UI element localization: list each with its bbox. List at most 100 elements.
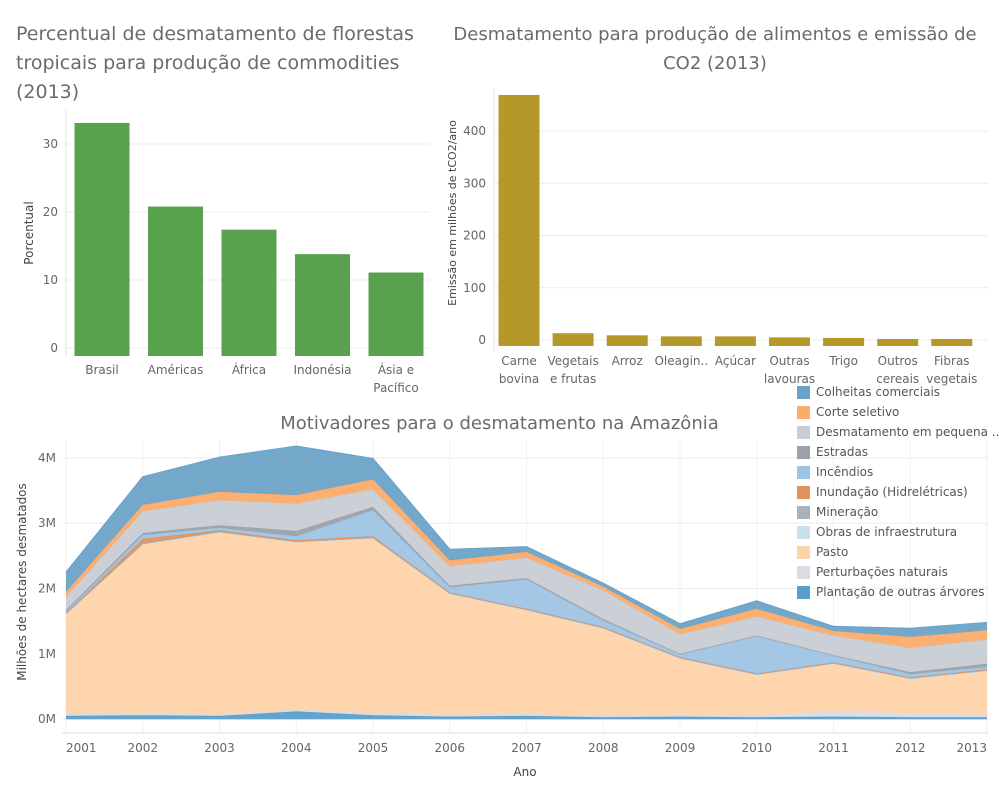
chart1-y-tick-label: 20 bbox=[43, 205, 58, 219]
chart3-y-tick-label: 0M bbox=[38, 712, 56, 726]
legend-label: Plantação de outras árvores bbox=[816, 585, 985, 599]
legend-swatch bbox=[797, 425, 810, 439]
legend-item[interactable]: Perturbações naturais bbox=[797, 562, 997, 582]
chart1-bar-0 bbox=[74, 122, 130, 356]
area-chart-legend[interactable]: Colheitas comerciais Corte seletivo Desmat… bbox=[797, 382, 999, 602]
chart1-y-axis-label: Porcentual bbox=[22, 201, 36, 264]
chart2-bar-5 bbox=[769, 337, 810, 346]
chart3-x-tick-label: 2003 bbox=[204, 741, 235, 755]
chart3-area-1 bbox=[66, 709, 987, 718]
chart2-bar-4 bbox=[714, 336, 756, 346]
legend-label: Pasto bbox=[816, 545, 849, 559]
legend-label: Inundação (Hidrelétricas) bbox=[816, 485, 968, 499]
legend-swatch bbox=[797, 405, 810, 419]
legend-label: Perturbações naturais bbox=[816, 565, 948, 579]
legend-item[interactable]: Plantação de outras árvores bbox=[797, 582, 997, 602]
chart1-bar-4 bbox=[368, 272, 424, 356]
chart3-x-tick-label: 2011 bbox=[818, 741, 849, 755]
chart1-x-tick-label: Indonésia bbox=[293, 363, 351, 377]
chart3-y-axis-label: Milhões de hectares desmatados bbox=[15, 483, 29, 681]
chart2-x-tick-label: Outros bbox=[878, 354, 918, 368]
legend-swatch bbox=[797, 505, 810, 519]
legend-item[interactable]: Mineração bbox=[797, 502, 997, 522]
chart1-title: Percentual de desmatamento de florestas … bbox=[16, 23, 414, 103]
chart3-area-2 bbox=[66, 533, 987, 716]
legend-swatch bbox=[797, 565, 810, 579]
legend-item[interactable]: Obras de infraestrutura bbox=[797, 522, 997, 542]
chart2-y-tick-label: 200 bbox=[463, 229, 486, 243]
chart1-y-tick-label: 10 bbox=[43, 273, 58, 287]
chart2-title: Desmatamento para produção de alimentos … bbox=[453, 24, 977, 74]
legend-label: Colheitas comerciais bbox=[816, 385, 941, 399]
legend-item[interactable]: Incêndios bbox=[797, 462, 997, 482]
chart2-x-tick-label: e frutas bbox=[550, 372, 596, 386]
legend-label: Corte seletivo bbox=[816, 405, 900, 419]
chart3-x-tick-label: 2001 bbox=[66, 741, 97, 755]
legend-swatch bbox=[797, 445, 810, 459]
chart3-x-tick-label: 2002 bbox=[127, 741, 158, 755]
chart2-bar-2 bbox=[606, 335, 648, 346]
legend-item[interactable]: Pasto bbox=[797, 542, 997, 562]
chart2-x-tick-label: lavouras bbox=[764, 372, 815, 386]
chart2-x-tick-label: cereais bbox=[876, 372, 919, 386]
chart1-x-tick-label: Brasil bbox=[85, 363, 118, 377]
chart2-x-tick-label: bovina bbox=[499, 372, 539, 386]
chart1-x-tick-label: Pacífico bbox=[373, 381, 418, 395]
chart2-bar-0 bbox=[498, 94, 540, 346]
chart1-x-tick-label: África bbox=[232, 362, 266, 377]
chart1-x-tick-label: Américas bbox=[148, 363, 204, 377]
chart2-y-tick-label: 400 bbox=[463, 124, 486, 138]
legend-swatch bbox=[797, 465, 810, 479]
chart2-x-tick-label: Carne bbox=[501, 354, 536, 368]
chart3-y-tick-label: 3M bbox=[38, 516, 56, 530]
legend-label: Desmatamento em pequena .. bbox=[816, 425, 999, 439]
chart3-area-line-10 bbox=[65, 445, 988, 630]
legend-swatch bbox=[797, 545, 810, 559]
legend-label: Mineração bbox=[816, 505, 879, 519]
chart2-x-tick-label: Fibras bbox=[934, 354, 970, 368]
chart3-x-tick-label: 2009 bbox=[665, 741, 696, 755]
legend-label: Estradas bbox=[816, 445, 869, 459]
legend-swatch bbox=[797, 485, 810, 499]
chart2-bar-1 bbox=[552, 333, 594, 346]
legend-swatch bbox=[797, 585, 810, 599]
chart3-x-tick-label: 2005 bbox=[358, 741, 389, 755]
chart3-x-axis-label: Ano bbox=[513, 765, 536, 779]
chart3-x-tick-label: 2008 bbox=[588, 741, 619, 755]
chart3-y-tick-label: 4M bbox=[38, 451, 56, 465]
legend-label: Obras de infraestrutura bbox=[816, 525, 958, 539]
legend-label: Incêndios bbox=[816, 465, 874, 479]
chart3-x-tick-label: 2010 bbox=[741, 741, 772, 755]
chart3-y-tick-label: 1M bbox=[38, 647, 56, 661]
chart2-y-tick-label: 300 bbox=[463, 176, 486, 190]
chart1-y-tick-label: 30 bbox=[43, 137, 58, 151]
chart3-area-6 bbox=[66, 510, 987, 678]
legend-item[interactable]: Corte seletivo bbox=[797, 402, 997, 422]
chart1-bar-1 bbox=[148, 206, 203, 356]
chart3-x-tick-label: 2012 bbox=[895, 741, 926, 755]
chart2-x-tick-label: Oleagin.. bbox=[654, 354, 708, 368]
legend-swatch bbox=[797, 525, 810, 539]
chart2-bar-3 bbox=[660, 336, 702, 346]
chart1-bar-3 bbox=[295, 254, 350, 356]
chart3-x-tick-label: 2007 bbox=[511, 741, 542, 755]
legend-item[interactable]: Inundação (Hidrelétricas) bbox=[797, 482, 997, 502]
chart2-x-tick-label: Açúcar bbox=[715, 354, 756, 368]
chart3-y-tick-label: 2M bbox=[38, 582, 56, 596]
chart2-bar-8 bbox=[931, 338, 973, 346]
chart2-bar-7 bbox=[877, 338, 919, 346]
legend-item[interactable]: Estradas bbox=[797, 442, 997, 462]
chart2-x-tick-label: Arroz bbox=[612, 354, 643, 368]
chart2-bar-6 bbox=[823, 337, 865, 346]
legend-swatch bbox=[797, 385, 810, 399]
chart2-y-tick-label: 0 bbox=[478, 333, 486, 347]
chart3-x-tick-label: 2006 bbox=[434, 741, 465, 755]
chart3-area-8 bbox=[66, 489, 987, 673]
chart3-x-tick-label: 2004 bbox=[281, 741, 312, 755]
chart2-x-tick-label: Vegetais bbox=[547, 354, 598, 368]
chart3-area-10 bbox=[66, 446, 987, 637]
legend-item[interactable]: Desmatamento em pequena .. bbox=[797, 422, 999, 442]
chart2-x-tick-label: Outras bbox=[769, 354, 809, 368]
legend-item[interactable]: Colheitas comerciais bbox=[797, 382, 997, 402]
